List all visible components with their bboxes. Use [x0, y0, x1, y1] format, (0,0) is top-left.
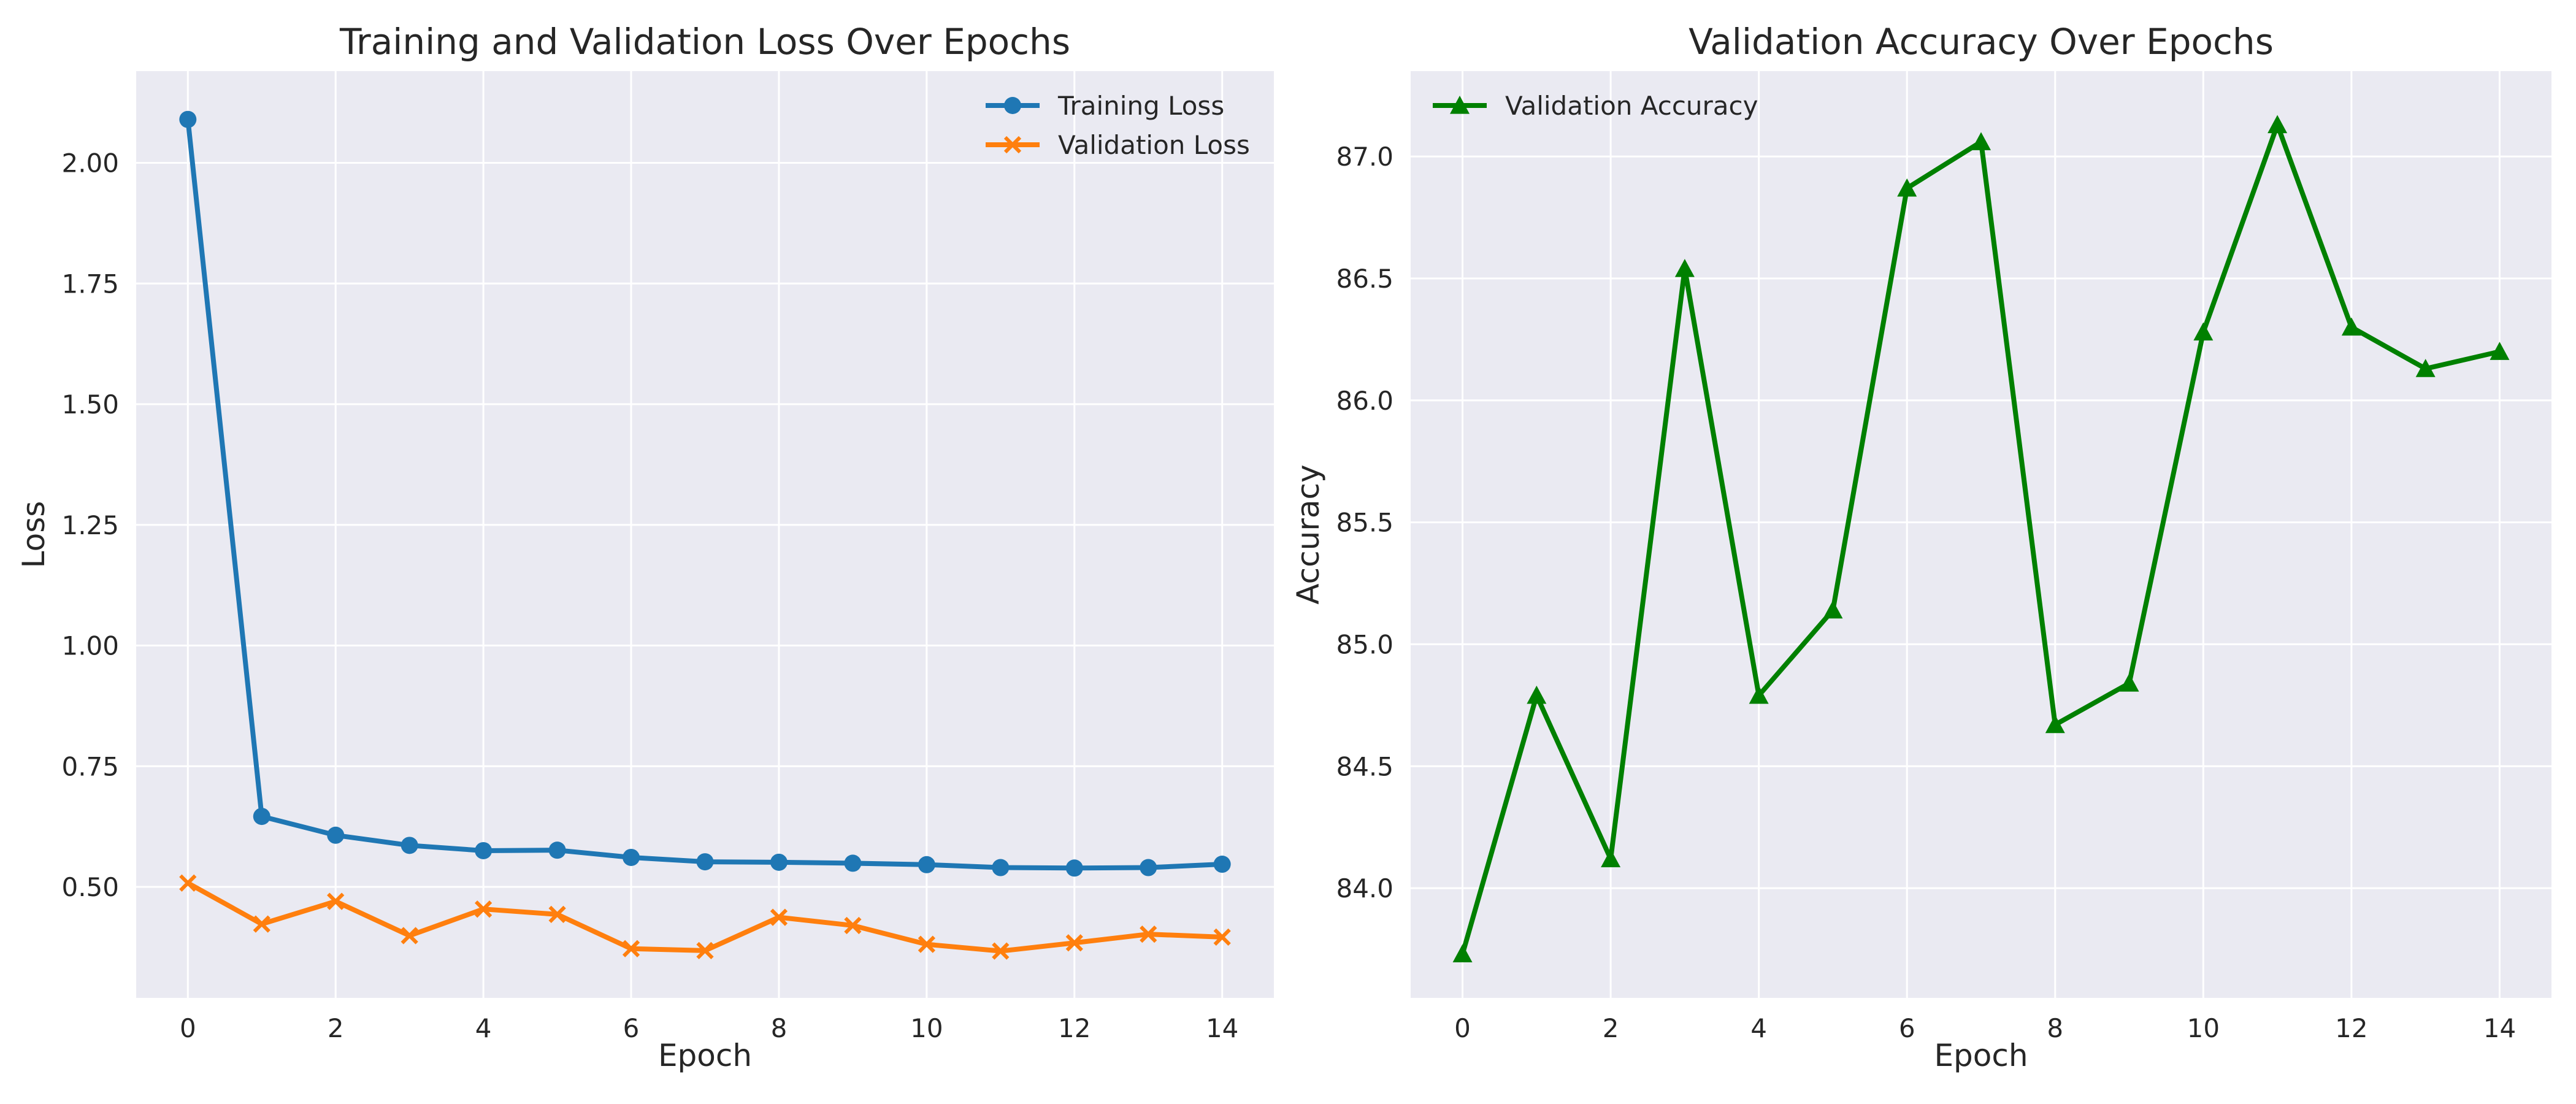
accuracy-y-tick-label: 86.5 — [1336, 264, 1393, 294]
loss-y-tick-label: 0.50 — [61, 872, 119, 902]
loss-data-point — [696, 853, 714, 871]
loss-data-point — [622, 940, 640, 957]
loss-chart-panel: Training and Validation Loss Over Epochs… — [16, 21, 1274, 1073]
loss-y-tick-label: 1.50 — [61, 389, 119, 420]
accuracy-x-tick-label: 2 — [1603, 1013, 1619, 1043]
loss-legend-marker — [1003, 136, 1022, 154]
accuracy-data-point — [1971, 132, 1991, 150]
loss-data-point — [1065, 859, 1083, 877]
loss-data-point — [253, 808, 270, 826]
loss-data-point — [770, 908, 788, 926]
loss-data-point — [623, 848, 640, 866]
loss-plot-background — [136, 71, 1274, 998]
accuracy-data-point — [2119, 673, 2139, 692]
accuracy-y-tick-label: 87.0 — [1336, 142, 1393, 172]
accuracy-legend: Validation Accuracy — [1433, 91, 1758, 121]
loss-data-point — [548, 841, 566, 859]
accuracy-data-point — [1674, 259, 1695, 277]
loss-data-point — [1213, 856, 1231, 873]
accuracy-x-tick-label: 14 — [2483, 1013, 2516, 1043]
loss-legend: Training Loss Validation Loss — [986, 91, 1250, 160]
accuracy-data-point — [1749, 685, 1769, 704]
accuracy-legend-marker — [1450, 96, 1470, 114]
accuracy-chart-ylabel: Accuracy — [1290, 464, 1326, 604]
loss-data-point — [770, 853, 788, 871]
loss-data-point — [401, 927, 418, 945]
loss-x-tick-label: 4 — [475, 1013, 492, 1043]
accuracy-chart-panel: Validation Accuracy Over Epochs Epoch Ac… — [1290, 21, 2551, 1073]
accuracy-data-point — [2193, 322, 2214, 341]
loss-plot-area — [136, 71, 1274, 998]
loss-chart-xlabel: Epoch — [658, 1038, 752, 1073]
loss-x-tick-label: 2 — [328, 1013, 344, 1043]
accuracy-x-tick-label: 0 — [1454, 1013, 1471, 1043]
accuracy-x-tick-label: 10 — [2187, 1013, 2220, 1043]
accuracy-plot-background — [1411, 71, 2551, 998]
loss-data-point — [475, 900, 493, 918]
loss-legend-marker — [1004, 97, 1021, 114]
loss-chart-title: Training and Validation Loss Over Epochs — [339, 21, 1070, 63]
loss-data-point — [253, 915, 270, 933]
loss-data-point — [1065, 934, 1083, 952]
loss-y-tick-label: 1.75 — [61, 269, 119, 299]
loss-x-tick-label: 14 — [1206, 1013, 1238, 1043]
loss-x-tick-label: 8 — [771, 1013, 788, 1043]
loss-data-point — [918, 856, 935, 873]
accuracy-x-tick-label: 6 — [1899, 1013, 1915, 1043]
loss-x-tick-label: 6 — [623, 1013, 640, 1043]
loss-data-point — [1213, 928, 1231, 946]
accuracy-x-tick-label: 8 — [2047, 1013, 2063, 1043]
loss-y-tick-label: 0.75 — [61, 751, 119, 781]
loss-data-point — [475, 841, 493, 859]
loss-x-tick-label: 12 — [1058, 1013, 1091, 1043]
accuracy-plot-area — [1411, 71, 2551, 998]
accuracy-data-point — [2490, 342, 2510, 360]
accuracy-data-point — [1452, 944, 1473, 963]
accuracy-x-tick-label: 4 — [1750, 1013, 1767, 1043]
loss-data-point — [844, 854, 862, 872]
loss-data-point — [401, 837, 418, 854]
loss-data-point — [696, 941, 714, 959]
accuracy-y-tick-label: 84.5 — [1336, 751, 1393, 781]
accuracy-x-tick-label: 12 — [2335, 1013, 2367, 1043]
loss-data-point — [327, 826, 345, 844]
loss-legend-label: Training Loss — [1057, 91, 1224, 121]
loss-x-tick-label: 10 — [910, 1013, 943, 1043]
loss-y-tick-label: 1.00 — [61, 631, 119, 661]
loss-data-point — [844, 916, 862, 935]
loss-y-tick-label: 1.25 — [61, 510, 119, 540]
loss-data-point — [992, 942, 1010, 960]
loss-x-tick-label: 0 — [180, 1013, 196, 1043]
accuracy-y-tick-label: 86.0 — [1336, 386, 1393, 416]
accuracy-y-tick-label: 84.0 — [1336, 873, 1393, 903]
loss-data-point — [179, 110, 197, 128]
accuracy-data-point — [1897, 178, 1917, 197]
accuracy-chart-title: Validation Accuracy Over Epochs — [1689, 21, 2274, 63]
accuracy-y-tick-label: 85.0 — [1336, 629, 1393, 659]
accuracy-data-point — [2045, 715, 2065, 734]
accuracy-data-point — [1823, 600, 1843, 619]
loss-data-point — [548, 905, 566, 923]
accuracy-data-point — [1527, 685, 1547, 704]
accuracy-data-point — [2341, 317, 2361, 336]
loss-y-tick-label: 2.00 — [61, 148, 119, 178]
accuracy-data-point — [2415, 359, 2436, 377]
accuracy-data-point — [2267, 115, 2288, 134]
loss-data-point — [918, 935, 935, 953]
loss-data-point — [1140, 925, 1157, 943]
loss-data-point — [327, 892, 345, 910]
accuracy-y-tick-label: 85.5 — [1336, 508, 1393, 538]
loss-data-point — [992, 859, 1010, 876]
accuracy-legend-label: Validation Accuracy — [1505, 91, 1758, 121]
loss-data-point — [1140, 859, 1157, 876]
accuracy-data-point — [1601, 849, 1621, 867]
accuracy-chart-xlabel: Epoch — [1934, 1038, 2028, 1073]
loss-legend-label: Validation Loss — [1058, 130, 1250, 160]
loss-data-point — [179, 874, 197, 892]
loss-chart-ylabel: Loss — [16, 501, 52, 569]
